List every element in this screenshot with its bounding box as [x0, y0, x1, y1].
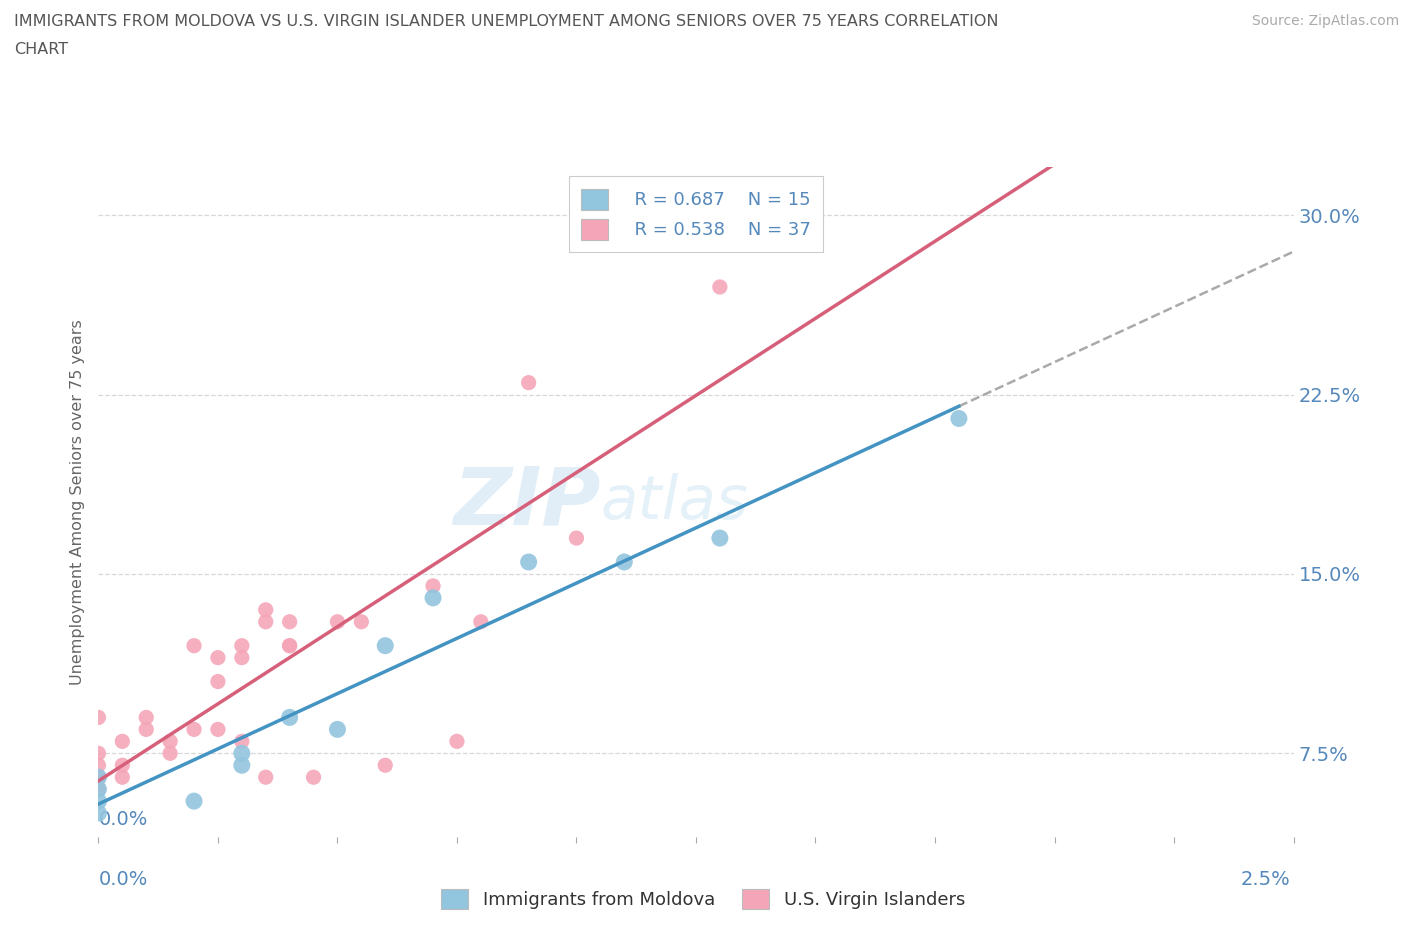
- Text: CHART: CHART: [14, 42, 67, 57]
- Text: 0.0%: 0.0%: [98, 870, 148, 888]
- Text: atlas: atlas: [600, 472, 748, 532]
- Point: [446, 734, 468, 749]
- Point: [87, 746, 110, 761]
- Point: [111, 770, 134, 785]
- Point: [135, 710, 157, 724]
- Point: [135, 722, 157, 737]
- Point: [709, 280, 731, 295]
- Point: [87, 805, 110, 820]
- Point: [231, 638, 253, 653]
- Point: [207, 674, 229, 689]
- Point: [422, 591, 444, 605]
- Y-axis label: Unemployment Among Seniors over 75 years: Unemployment Among Seniors over 75 years: [70, 319, 86, 685]
- Point: [374, 758, 396, 773]
- Point: [231, 758, 253, 773]
- Point: [326, 615, 349, 630]
- Point: [350, 615, 373, 630]
- Text: 0.0%: 0.0%: [98, 810, 148, 830]
- Point: [756, 219, 779, 234]
- Point: [254, 603, 277, 618]
- Point: [231, 650, 253, 665]
- Point: [613, 554, 636, 569]
- Point: [231, 734, 253, 749]
- Point: [183, 722, 205, 737]
- Text: Source: ZipAtlas.com: Source: ZipAtlas.com: [1251, 14, 1399, 28]
- Point: [87, 710, 110, 724]
- Point: [517, 554, 540, 569]
- Legend: Immigrants from Moldova, U.S. Virgin Islanders: Immigrants from Moldova, U.S. Virgin Isl…: [434, 882, 972, 916]
- Point: [302, 770, 325, 785]
- Point: [422, 578, 444, 593]
- Point: [111, 758, 134, 773]
- Point: [948, 411, 970, 426]
- Text: 2.5%: 2.5%: [1241, 870, 1291, 888]
- Point: [374, 638, 396, 653]
- Point: [326, 722, 349, 737]
- Point: [470, 615, 492, 630]
- Text: ZIP: ZIP: [453, 463, 600, 541]
- Point: [207, 722, 229, 737]
- Point: [87, 758, 110, 773]
- Point: [565, 531, 588, 546]
- Point: [278, 638, 301, 653]
- Point: [231, 746, 253, 761]
- Point: [278, 638, 301, 653]
- Point: [87, 782, 110, 797]
- Point: [278, 710, 301, 724]
- Point: [87, 770, 110, 785]
- Point: [87, 782, 110, 797]
- Point: [254, 615, 277, 630]
- Point: [278, 615, 301, 630]
- Point: [183, 793, 205, 808]
- Point: [87, 793, 110, 808]
- Point: [87, 770, 110, 785]
- Text: IMMIGRANTS FROM MOLDOVA VS U.S. VIRGIN ISLANDER UNEMPLOYMENT AMONG SENIORS OVER : IMMIGRANTS FROM MOLDOVA VS U.S. VIRGIN I…: [14, 14, 998, 29]
- Legend:   R = 0.687    N = 15,   R = 0.538    N = 37: R = 0.687 N = 15, R = 0.538 N = 37: [568, 177, 824, 252]
- Point: [254, 770, 277, 785]
- Point: [207, 650, 229, 665]
- Point: [159, 734, 181, 749]
- Point: [183, 638, 205, 653]
- Point: [709, 531, 731, 546]
- Point: [111, 734, 134, 749]
- Point: [517, 375, 540, 390]
- Point: [159, 746, 181, 761]
